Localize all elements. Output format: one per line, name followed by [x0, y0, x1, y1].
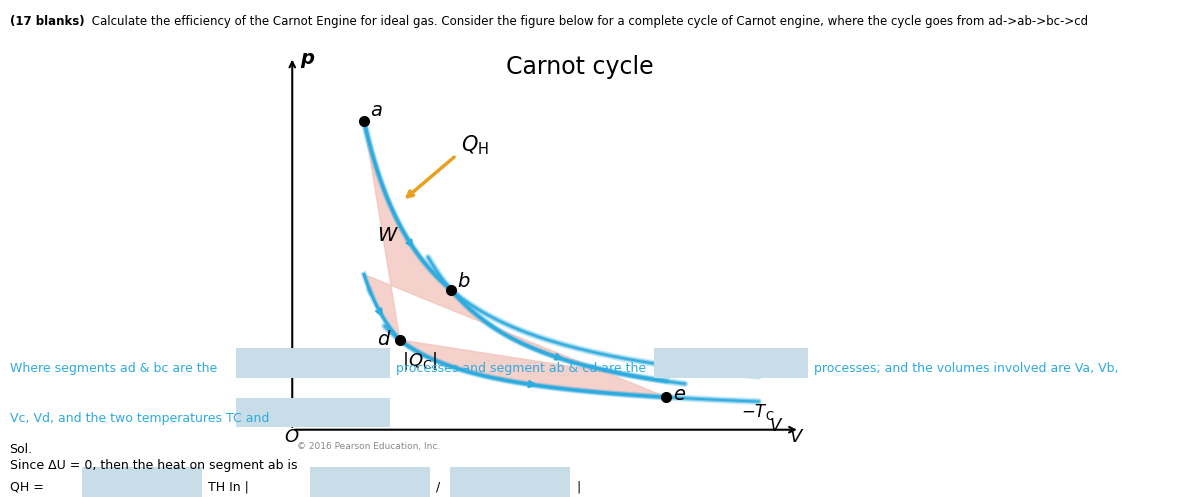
Text: p: p [300, 49, 314, 68]
Text: Since ΔU = 0, then the heat on segment ab is: Since ΔU = 0, then the heat on segment a… [10, 459, 298, 472]
Text: processes; and the volumes involved are Va, Vb,: processes; and the volumes involved are … [814, 362, 1118, 375]
Text: O: O [284, 428, 299, 446]
Polygon shape [364, 121, 666, 397]
Text: $b$: $b$ [457, 272, 470, 291]
Text: $d$: $d$ [377, 331, 391, 349]
Text: V: V [790, 428, 802, 446]
Text: $a$: $a$ [370, 101, 383, 120]
Text: (17 blanks): (17 blanks) [10, 15, 84, 28]
Text: $|Q_\mathrm{C}|$: $|Q_\mathrm{C}|$ [402, 350, 438, 372]
Text: Vc, Vd, and the two temperatures TC and: Vc, Vd, and the two temperatures TC and [10, 412, 269, 425]
Text: Calculate the efficiency of the Carnot Engine for ideal gas. Consider the figure: Calculate the efficiency of the Carnot E… [88, 15, 1087, 28]
Text: /: / [436, 480, 440, 493]
Text: Sol.: Sol. [10, 443, 32, 456]
Text: $e$: $e$ [673, 385, 685, 404]
Text: $W$: $W$ [377, 226, 398, 245]
Text: QH =: QH = [10, 480, 43, 493]
Text: © 2016 Pearson Education, Inc.: © 2016 Pearson Education, Inc. [298, 442, 440, 451]
Text: $-T_\mathrm{C}$: $-T_\mathrm{C}$ [740, 402, 774, 422]
Text: $V$: $V$ [769, 417, 784, 435]
Text: $Q_\mathrm{H}$: $Q_\mathrm{H}$ [462, 134, 490, 158]
Text: processes and segment ab & cd are the: processes and segment ab & cd are the [396, 362, 646, 375]
Text: TH In |: TH In | [208, 480, 248, 493]
Text: Where segments ad & bc are the: Where segments ad & bc are the [10, 362, 217, 375]
Text: $T_\mathrm{H}$: $T_\mathrm{H}$ [738, 350, 760, 370]
Text: Carnot cycle: Carnot cycle [505, 55, 653, 80]
Text: |: | [576, 480, 581, 493]
